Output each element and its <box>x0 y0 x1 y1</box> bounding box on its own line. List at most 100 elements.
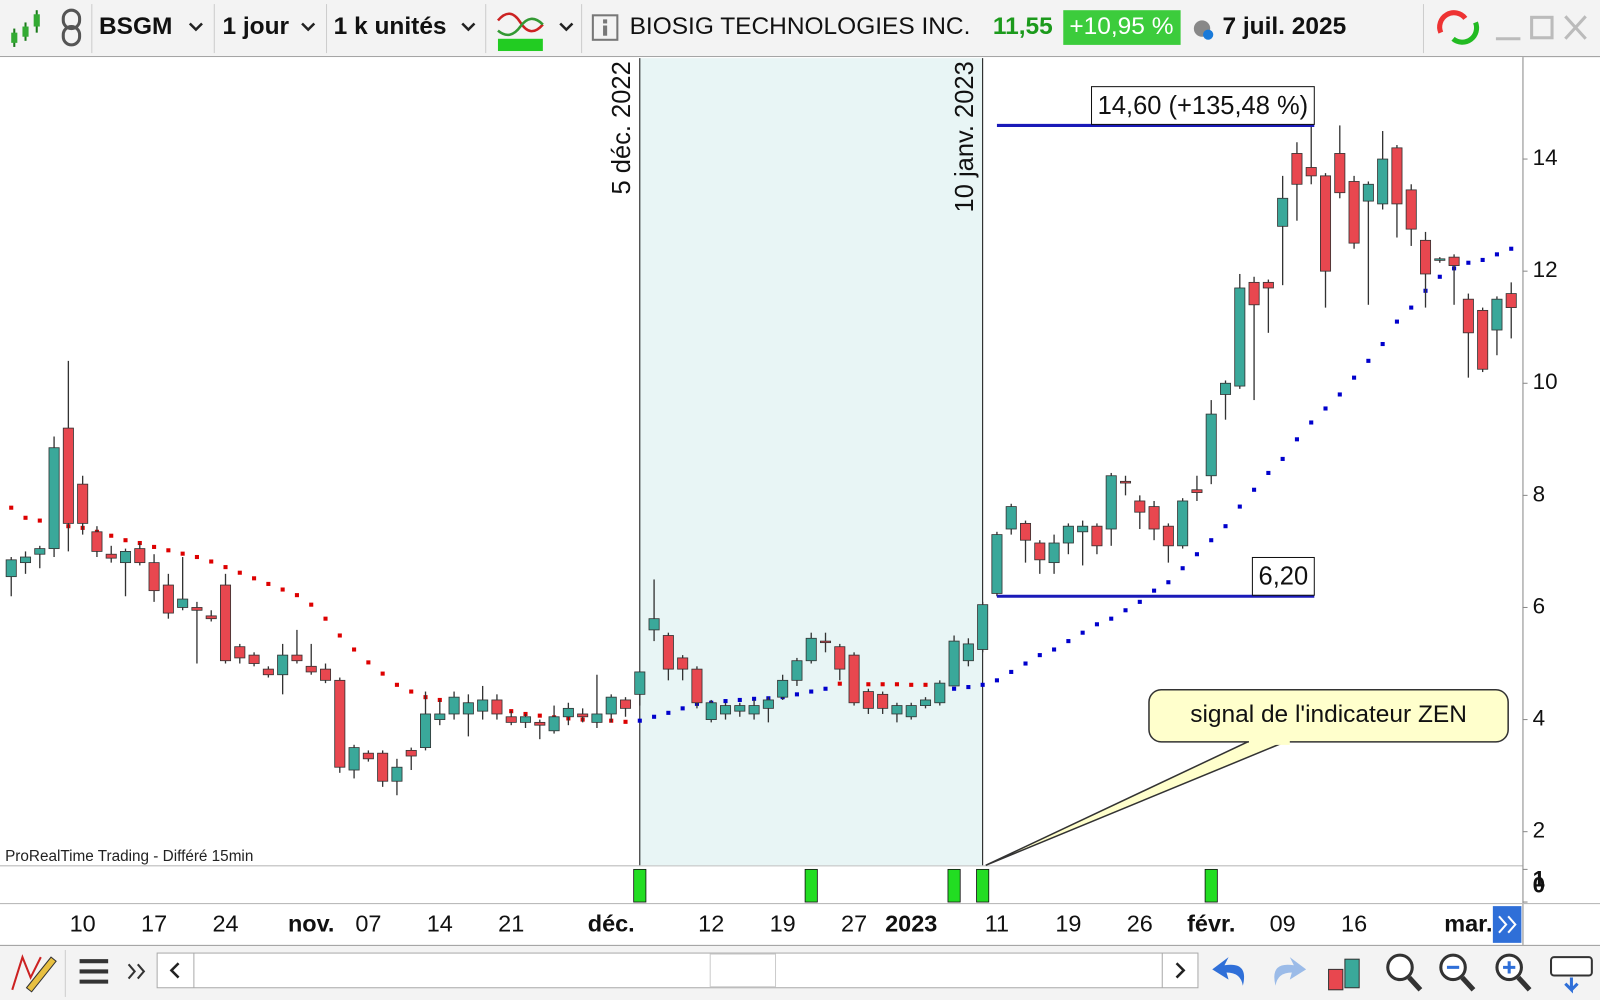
candle-body <box>1220 382 1232 395</box>
link-button[interactable] <box>61 8 82 47</box>
indicator-dot <box>1123 608 1128 613</box>
indicator-dot <box>866 682 871 687</box>
indicator-dot <box>9 505 14 510</box>
candle-body <box>405 749 417 757</box>
scrollbar[interactable] <box>156 952 1199 989</box>
candle-body <box>1177 500 1189 547</box>
chevron[interactable] <box>188 22 203 32</box>
candle-body <box>1348 181 1360 244</box>
signal-bar <box>1204 868 1218 903</box>
indicator-dot <box>623 719 628 724</box>
chart-type-button[interactable] <box>11 10 40 47</box>
x-tick-label: déc. <box>588 911 635 937</box>
symbol[interactable]: BSGM <box>99 13 172 40</box>
zoom-fit[interactable] <box>1386 953 1423 992</box>
x-tick-label: 26 <box>1127 911 1153 937</box>
signal-tick-label: 0 <box>1533 873 1545 898</box>
window-buttons[interactable] <box>1495 15 1587 41</box>
scroll-right[interactable] <box>1175 962 1186 979</box>
candle-body <box>677 657 689 670</box>
indicator-dot <box>1337 392 1342 397</box>
scroll-right-button[interactable] <box>1492 906 1522 943</box>
redo[interactable] <box>1274 957 1307 986</box>
indicator-dot <box>37 518 42 523</box>
candle-body <box>462 702 474 715</box>
x-tick-label: mar. <box>1444 911 1492 937</box>
indicator-dot <box>323 616 328 621</box>
indicator-dot <box>837 681 842 686</box>
highlight-zone <box>639 58 983 866</box>
chevron[interactable] <box>559 22 574 32</box>
candle-body <box>662 635 674 670</box>
keyboard[interactable] <box>1550 956 1593 994</box>
indicator-dot <box>1494 252 1499 257</box>
x-tick-label: févr. <box>1187 911 1235 937</box>
info-button[interactable] <box>591 14 619 41</box>
candle-body <box>1277 197 1289 227</box>
indicator-dot <box>409 689 414 694</box>
watermark: ProRealTime Trading - Différé 15min <box>5 848 253 865</box>
indicator-dot <box>1109 616 1114 621</box>
chart-tools[interactable] <box>1328 958 1360 991</box>
candle-body <box>1248 281 1260 306</box>
drawing-tool[interactable] <box>11 954 57 993</box>
x-tick-label: 19 <box>1055 911 1081 937</box>
candle-body <box>891 705 903 715</box>
indicator-dot <box>737 697 742 702</box>
chevron[interactable] <box>461 22 476 32</box>
chevron[interactable] <box>301 22 316 32</box>
expand-button[interactable] <box>127 963 146 980</box>
refresh-button[interactable] <box>1437 10 1480 45</box>
indicator-dot <box>523 711 528 717</box>
candle-body <box>848 654 860 704</box>
candle-body <box>448 696 460 715</box>
indicator-dot <box>909 682 914 687</box>
menu-button[interactable] <box>79 959 109 984</box>
zoom-in[interactable] <box>1495 953 1532 992</box>
indicator-dot <box>1509 246 1514 251</box>
indicator-dot <box>1237 504 1242 509</box>
indicator-dot <box>1194 552 1199 557</box>
candle-body <box>777 679 789 698</box>
candle-body <box>791 660 803 681</box>
scroll-thumb[interactable] <box>709 953 777 988</box>
candle-body <box>1334 153 1346 194</box>
indicator-dot <box>923 682 928 687</box>
zoom-out[interactable] <box>1439 953 1476 992</box>
indicator-dot <box>352 647 357 652</box>
indicator-dot <box>1223 524 1228 529</box>
indicator-dot <box>823 686 828 691</box>
candle-body <box>877 693 889 709</box>
indicator-dot <box>252 576 257 581</box>
candle-body <box>120 551 132 564</box>
units[interactable]: 1 k unités <box>334 13 447 40</box>
candle-body <box>134 548 146 564</box>
candle-body <box>1291 153 1303 185</box>
indicator-dot <box>1052 647 1057 652</box>
instrument-name: BIOSIG TECHNOLOGIES INC. <box>630 13 971 40</box>
candle-body <box>1491 298 1503 331</box>
candle-body <box>577 713 589 718</box>
y-tick-label: 4 <box>1533 705 1545 730</box>
candle-body <box>20 556 32 564</box>
candle-body <box>305 665 317 673</box>
change-badge <box>1063 10 1181 45</box>
period[interactable]: 1 jour <box>222 13 289 40</box>
candle-body <box>1120 480 1132 484</box>
x-tick-label: 16 <box>1341 911 1367 937</box>
undo[interactable] <box>1212 957 1245 986</box>
candle-body <box>1434 258 1446 261</box>
candle-body <box>1477 309 1489 370</box>
candle-body <box>277 654 289 676</box>
indicator-dot <box>1009 669 1014 674</box>
x-tick-label: 14 <box>427 911 453 937</box>
indicator-dot <box>1094 622 1099 627</box>
candle-body <box>634 671 646 695</box>
indicator-dot <box>1266 470 1271 475</box>
candle-body <box>691 668 703 704</box>
candle-body <box>234 646 246 659</box>
indicator-dot <box>1137 599 1142 604</box>
indicator-button[interactable] <box>496 12 544 52</box>
scroll-left[interactable] <box>169 962 180 979</box>
candle-body <box>377 752 389 782</box>
